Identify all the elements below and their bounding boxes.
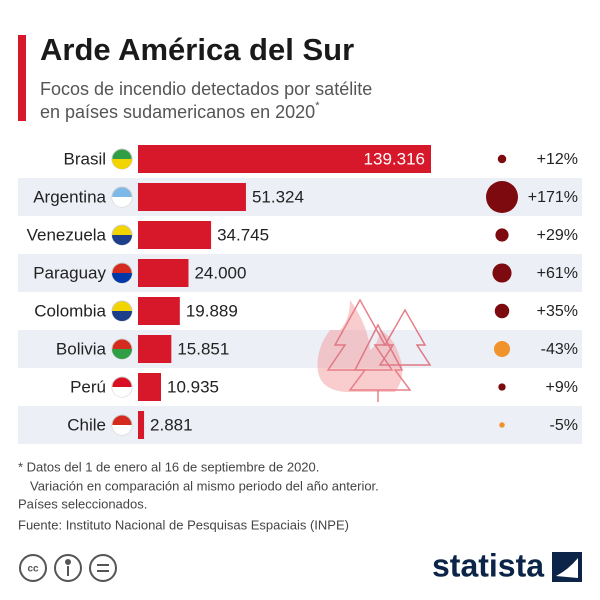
change-bubble xyxy=(499,422,505,428)
cc-icon: cc xyxy=(27,564,39,575)
flag xyxy=(112,159,132,169)
bar xyxy=(138,145,431,173)
flag xyxy=(112,349,132,359)
subtitle: Focos de incendio detectados por satélit… xyxy=(40,79,372,99)
value-label: 2.881 xyxy=(150,415,193,434)
category-label: Argentina xyxy=(33,187,106,206)
flag xyxy=(112,387,132,397)
subtitle-mark: * xyxy=(315,100,320,112)
value-label: 19.889 xyxy=(186,301,238,320)
change-bubble xyxy=(497,154,507,164)
change-bubble xyxy=(498,383,506,391)
change-label: +29% xyxy=(537,227,578,244)
chart-title: Arde América del Sur xyxy=(40,32,354,67)
change-bubble xyxy=(493,340,511,358)
subtitle: en países sudamericanos en 2020* xyxy=(40,100,320,122)
flag xyxy=(112,311,132,321)
flag xyxy=(112,235,132,245)
category-label: Bolivia xyxy=(56,339,107,358)
bar xyxy=(138,373,161,401)
change-label: +61% xyxy=(537,265,578,282)
change-label: +9% xyxy=(546,379,578,396)
flag xyxy=(112,273,132,283)
bar xyxy=(138,335,172,363)
value-label: 34.745 xyxy=(217,225,269,244)
bar xyxy=(138,259,189,287)
change-bubble xyxy=(492,263,512,283)
value-label: 139.316 xyxy=(364,149,425,168)
change-label: +12% xyxy=(537,151,578,168)
category-label: Paraguay xyxy=(33,263,106,282)
accent-bar xyxy=(18,35,26,121)
rows: Brasil 139.316 +12% Argentina 51.324 +171% Ven… xyxy=(18,145,582,444)
note: Países seleccionados. xyxy=(18,496,147,511)
source: Fuente: Instituto Nacional de Pesquisas … xyxy=(18,517,349,532)
subtitle-line: en países sudamericanos en 2020 xyxy=(40,102,315,122)
change-label: +171% xyxy=(528,189,578,206)
category-label: Chile xyxy=(67,415,106,434)
brand-logo xyxy=(552,552,582,582)
bar xyxy=(138,297,180,325)
value-label: 10.935 xyxy=(167,377,219,396)
change-label: +35% xyxy=(537,303,578,320)
brand: statista xyxy=(432,547,544,583)
category-label: Venezuela xyxy=(27,225,107,244)
category-label: Brasil xyxy=(63,149,106,168)
fire-illustration xyxy=(317,298,432,402)
note: * Datos del 1 de enero al 16 de septiemb… xyxy=(18,459,319,474)
bar xyxy=(138,183,246,211)
change-label: -43% xyxy=(541,341,578,358)
change-bubble xyxy=(495,228,509,242)
category-label: Perú xyxy=(70,377,106,396)
flag xyxy=(112,197,132,207)
category-label: Colombia xyxy=(34,301,106,320)
value-label: 15.851 xyxy=(177,339,229,358)
change-label: -5% xyxy=(550,417,578,434)
flag xyxy=(112,425,132,435)
bar xyxy=(138,221,212,249)
value-label: 24.000 xyxy=(194,263,246,282)
bar xyxy=(138,411,145,439)
license-icons xyxy=(19,554,117,582)
change-bubble xyxy=(494,303,510,319)
change-bubble xyxy=(486,181,518,213)
value-label: 51.324 xyxy=(252,187,304,206)
note: Variación en comparación al mismo period… xyxy=(30,478,379,493)
